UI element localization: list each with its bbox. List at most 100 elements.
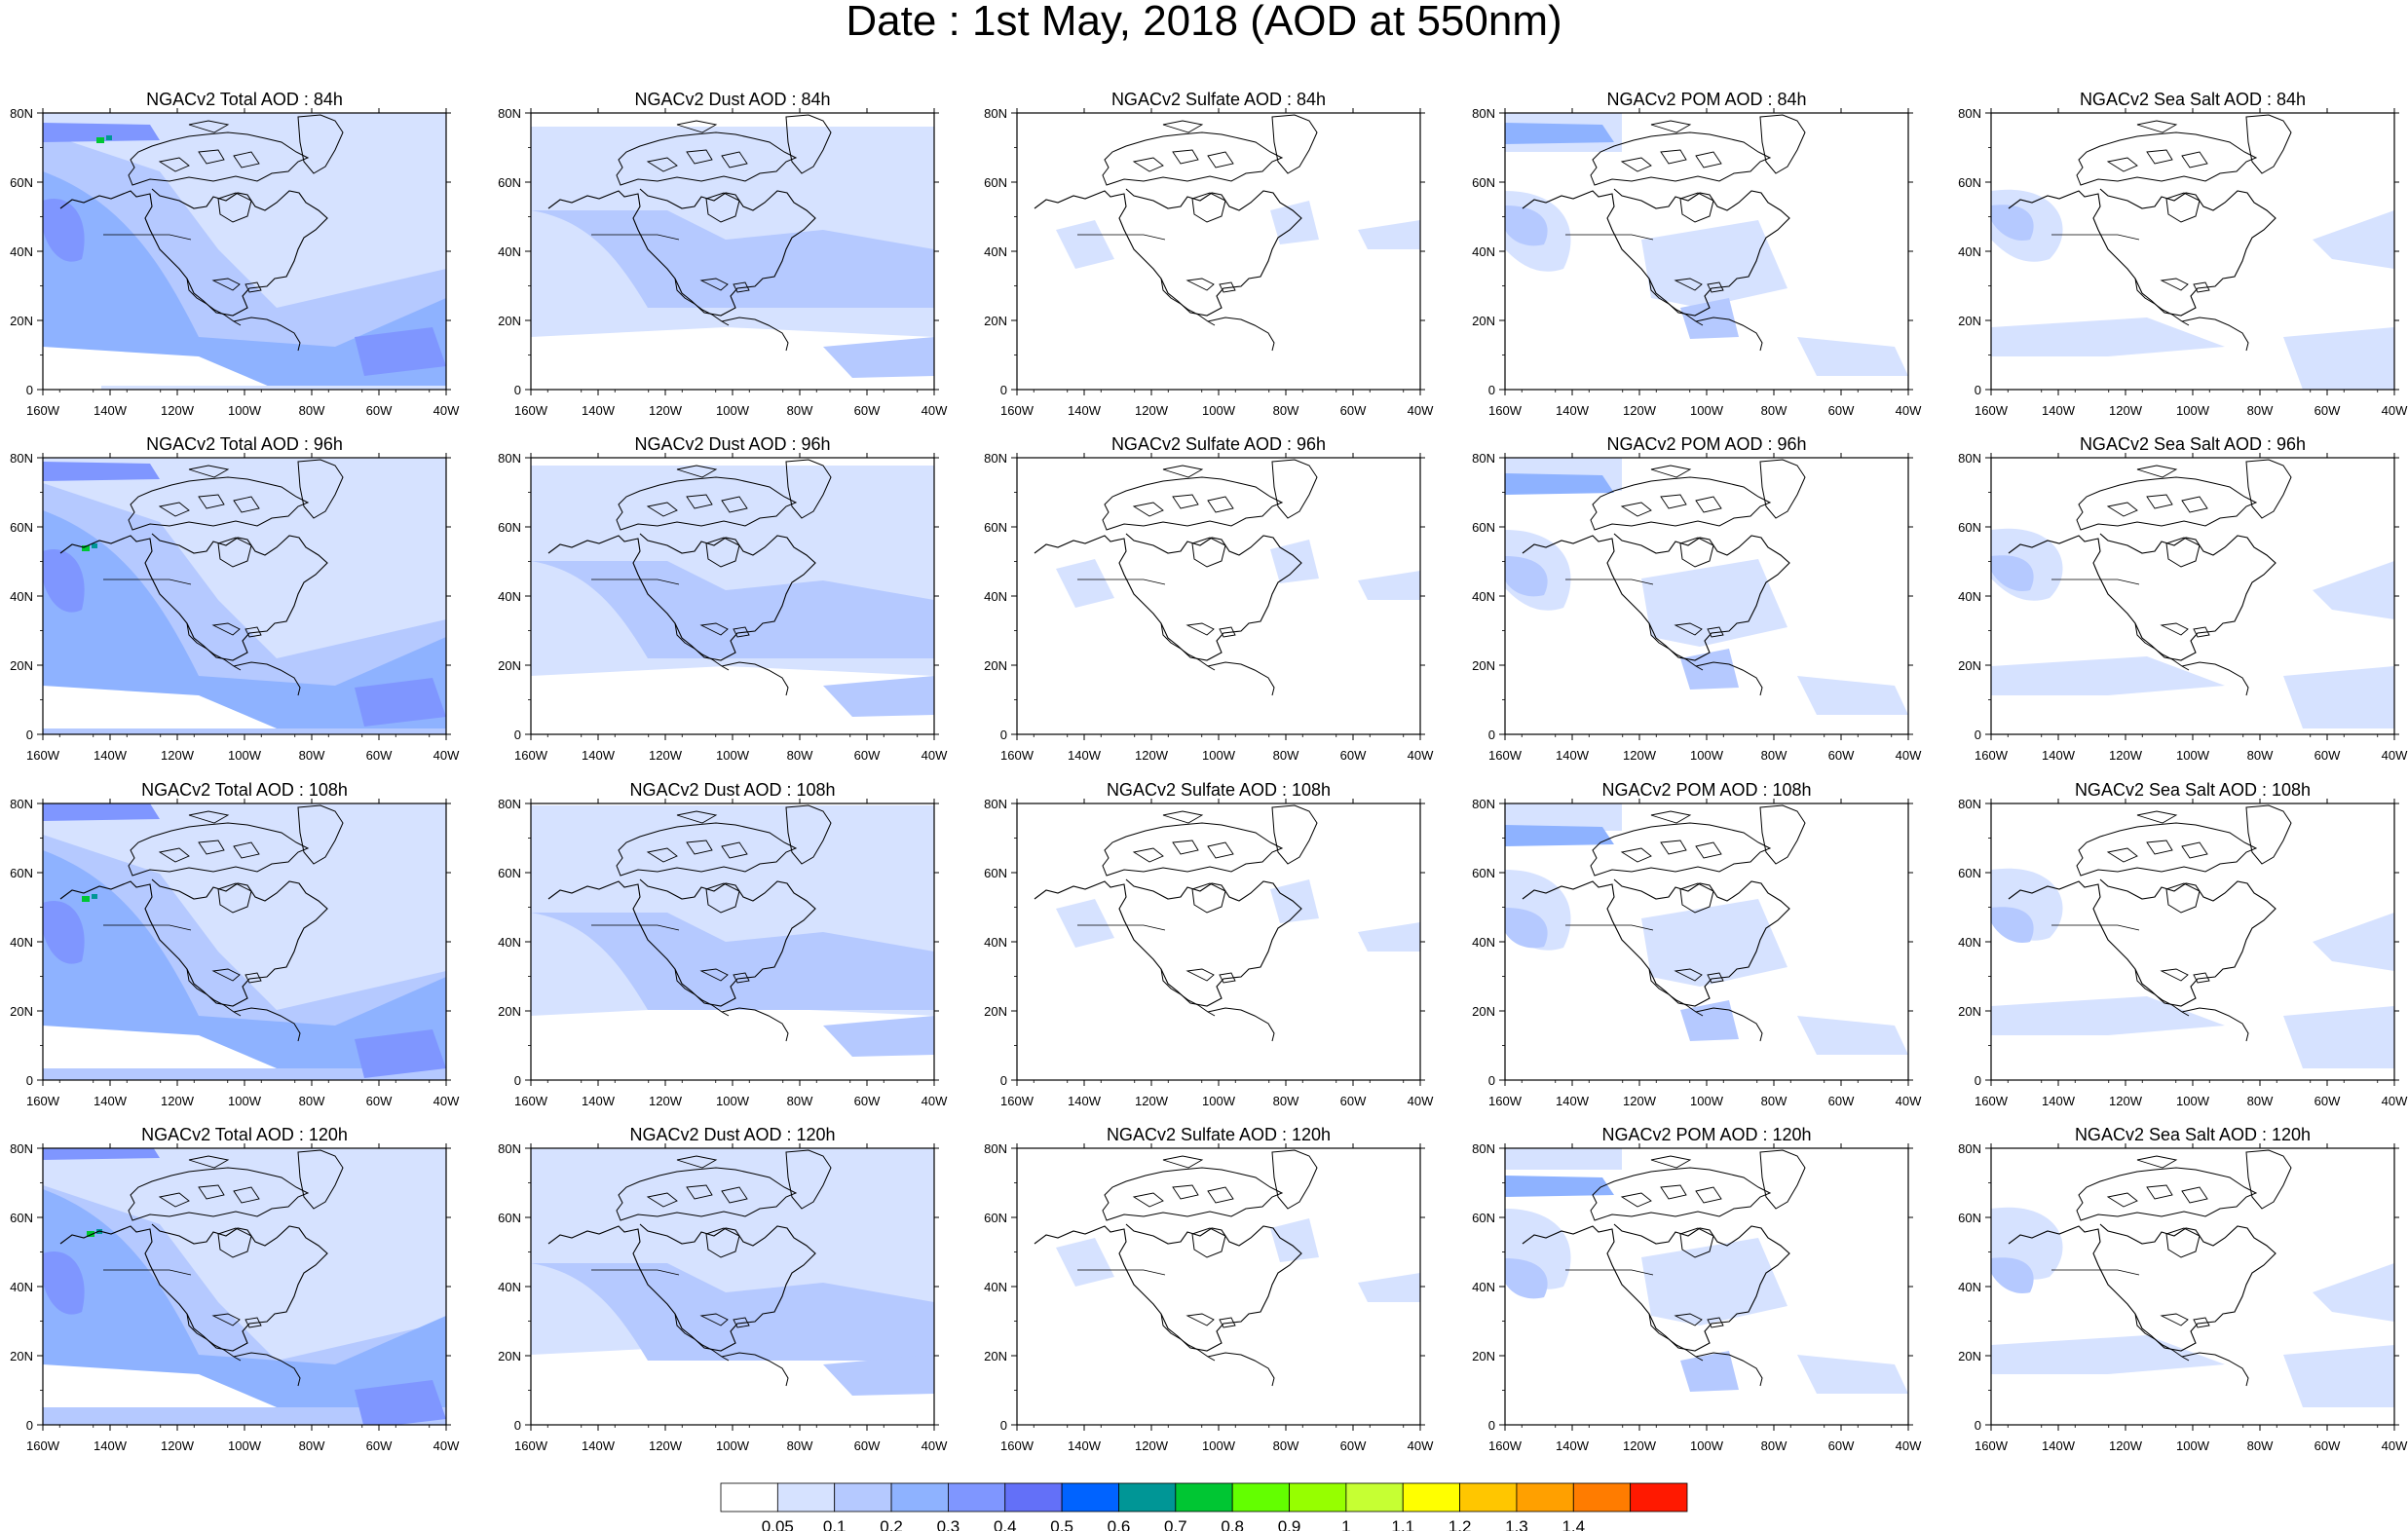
map-panel: NGACv2 Sulfate AOD : 96h 80N 60N 40N 20N 0 160… <box>984 434 1434 763</box>
lon-label: 60W <box>366 748 393 763</box>
aod-region <box>1797 1355 1908 1394</box>
lon-label: 60W <box>854 403 881 418</box>
panel-title: NGACv2 Sulfate AOD : 120h <box>1107 1125 1331 1144</box>
lat-label: 40N <box>984 589 1007 604</box>
lon-label: 60W <box>1340 1094 1367 1108</box>
lon-label: 160W <box>514 403 548 418</box>
lat-label: 20N <box>1958 658 1981 673</box>
aod-hotspot <box>92 543 97 548</box>
lat-label: 20N <box>984 314 1007 328</box>
lat-label: 80N <box>498 1141 521 1156</box>
aod-region <box>1505 1176 1614 1197</box>
lat-label: 80N <box>10 797 33 811</box>
lon-label: 60W <box>854 1438 881 1453</box>
colorbar: 0.05 0.1 0.2 0.3 0.4 0.5 0.6 0.7 0.8 0.9 1 1.1 1.2 1.… <box>720 1482 1688 1531</box>
aod-hotspot <box>87 1231 94 1237</box>
aod-region <box>1505 556 1548 597</box>
colorbar-label: 0.05 <box>762 1517 794 1531</box>
panel-title: NGACv2 POM AOD : 84h <box>1606 90 1806 109</box>
colorbar-box <box>1231 1482 1290 1512</box>
lon-label: 120W <box>161 748 195 763</box>
lon-label: 60W <box>1828 1438 1855 1453</box>
lat-label: 20N <box>984 1349 1007 1363</box>
panel-title: NGACv2 Total AOD : 84h <box>146 90 343 109</box>
lon-label: 140W <box>1556 403 1590 418</box>
aod-region <box>43 850 446 1068</box>
panel-title: NGACv2 Sea Salt AOD : 108h <box>2075 780 2311 800</box>
lon-label: 140W <box>94 403 128 418</box>
map-panel: NGACv2 Sea Salt AOD : 96h 80N 60N 40N 20N 0 16… <box>1958 434 2408 763</box>
aod-region <box>43 462 160 481</box>
aod-shading <box>1017 113 1420 390</box>
aod-region <box>2313 561 2394 619</box>
lon-label: 40W <box>1896 1094 1922 1108</box>
lon-label: 100W <box>1202 1438 1236 1453</box>
lon-label: 60W <box>2314 1094 2341 1108</box>
lon-label: 80W <box>787 403 813 418</box>
lat-label: 40N <box>1958 589 1981 604</box>
aod-region <box>531 688 934 734</box>
lon-label: 80W <box>299 1094 325 1108</box>
lat-label: 60N <box>10 1211 33 1225</box>
lat-label: 40N <box>10 935 33 950</box>
aod-hotspot <box>82 545 90 551</box>
lat-label: 40N <box>498 1280 521 1294</box>
map-panel: NGACv2 Dust AOD : 84h 80N 60N 40N 20N 0 160W 14… <box>498 90 948 418</box>
map-panel: NGACv2 POM AOD : 120h 80N 60N 40N 20N 0 160W 14… <box>1472 1125 1922 1453</box>
lon-label: 160W <box>1488 748 1523 763</box>
map-panel: NGACv2 Total AOD : 96h 80N 60N 40N 20N 0 160W 1… <box>10 434 460 763</box>
lat-label: 60N <box>498 1211 521 1225</box>
lon-label: 80W <box>787 748 813 763</box>
panel-title: NGACv2 Total AOD : 120h <box>141 1125 348 1144</box>
aod-region <box>355 327 446 376</box>
colorbar-box <box>1516 1482 1574 1512</box>
panel-title: NGACv2 Sea Salt AOD : 120h <box>2075 1125 2311 1144</box>
aod-region <box>1056 899 1114 948</box>
aod-region <box>531 458 934 466</box>
lon-label: 140W <box>1556 1438 1590 1453</box>
lat-label: 80N <box>1958 106 1981 121</box>
lat-label: 20N <box>10 658 33 673</box>
lon-label: 160W <box>1000 403 1035 418</box>
lon-label: 40W <box>1408 403 1434 418</box>
lon-label: 100W <box>2176 1094 2210 1108</box>
aod-region <box>2283 1006 2394 1068</box>
lat-label: 60N <box>984 175 1007 190</box>
aod-region <box>531 1263 934 1361</box>
lat-label: 20N <box>1472 314 1495 328</box>
aod-region <box>355 1029 446 1078</box>
panel-title: NGACv2 Dust AOD : 120h <box>629 1125 835 1144</box>
lon-label: 120W <box>649 1438 683 1453</box>
lat-label: 60N <box>498 520 521 535</box>
lat-label: 60N <box>498 866 521 880</box>
colorbar-box <box>1004 1482 1063 1512</box>
aod-region <box>531 1390 934 1425</box>
lat-label: 80N <box>10 106 33 121</box>
colorbar-label: 0.5 <box>1050 1517 1073 1531</box>
lon-label: 40W <box>2382 403 2408 418</box>
lat-label: 0 <box>1488 1073 1495 1088</box>
lat-label: 60N <box>1472 175 1495 190</box>
colorbar-box <box>776 1482 836 1512</box>
lon-label: 80W <box>1273 403 1299 418</box>
lat-label: 40N <box>984 935 1007 950</box>
lat-label: 20N <box>1958 1349 1981 1363</box>
aod-region <box>1505 803 1622 831</box>
aod-region <box>43 1148 160 1160</box>
lon-label: 160W <box>26 748 60 763</box>
lat-label: 80N <box>1958 1141 1981 1156</box>
lat-label: 0 <box>1975 728 1981 742</box>
colorbar-box <box>1402 1482 1460 1512</box>
aod-region <box>531 113 934 127</box>
lon-label: 120W <box>649 403 683 418</box>
lon-label: 80W <box>1761 1094 1787 1108</box>
lat-label: 0 <box>26 383 33 397</box>
lat-label: 0 <box>1488 383 1495 397</box>
lon-label: 80W <box>2247 1094 2274 1108</box>
lon-label: 40W <box>922 748 948 763</box>
lon-label: 160W <box>26 1094 60 1108</box>
map-panel: NGACv2 Sulfate AOD : 108h 80N 60N 40N 20N 0 16… <box>984 780 1434 1108</box>
panel-title: NGACv2 Sulfate AOD : 108h <box>1107 780 1331 800</box>
lat-label: 0 <box>1488 728 1495 742</box>
lat-label: 20N <box>1472 1349 1495 1363</box>
